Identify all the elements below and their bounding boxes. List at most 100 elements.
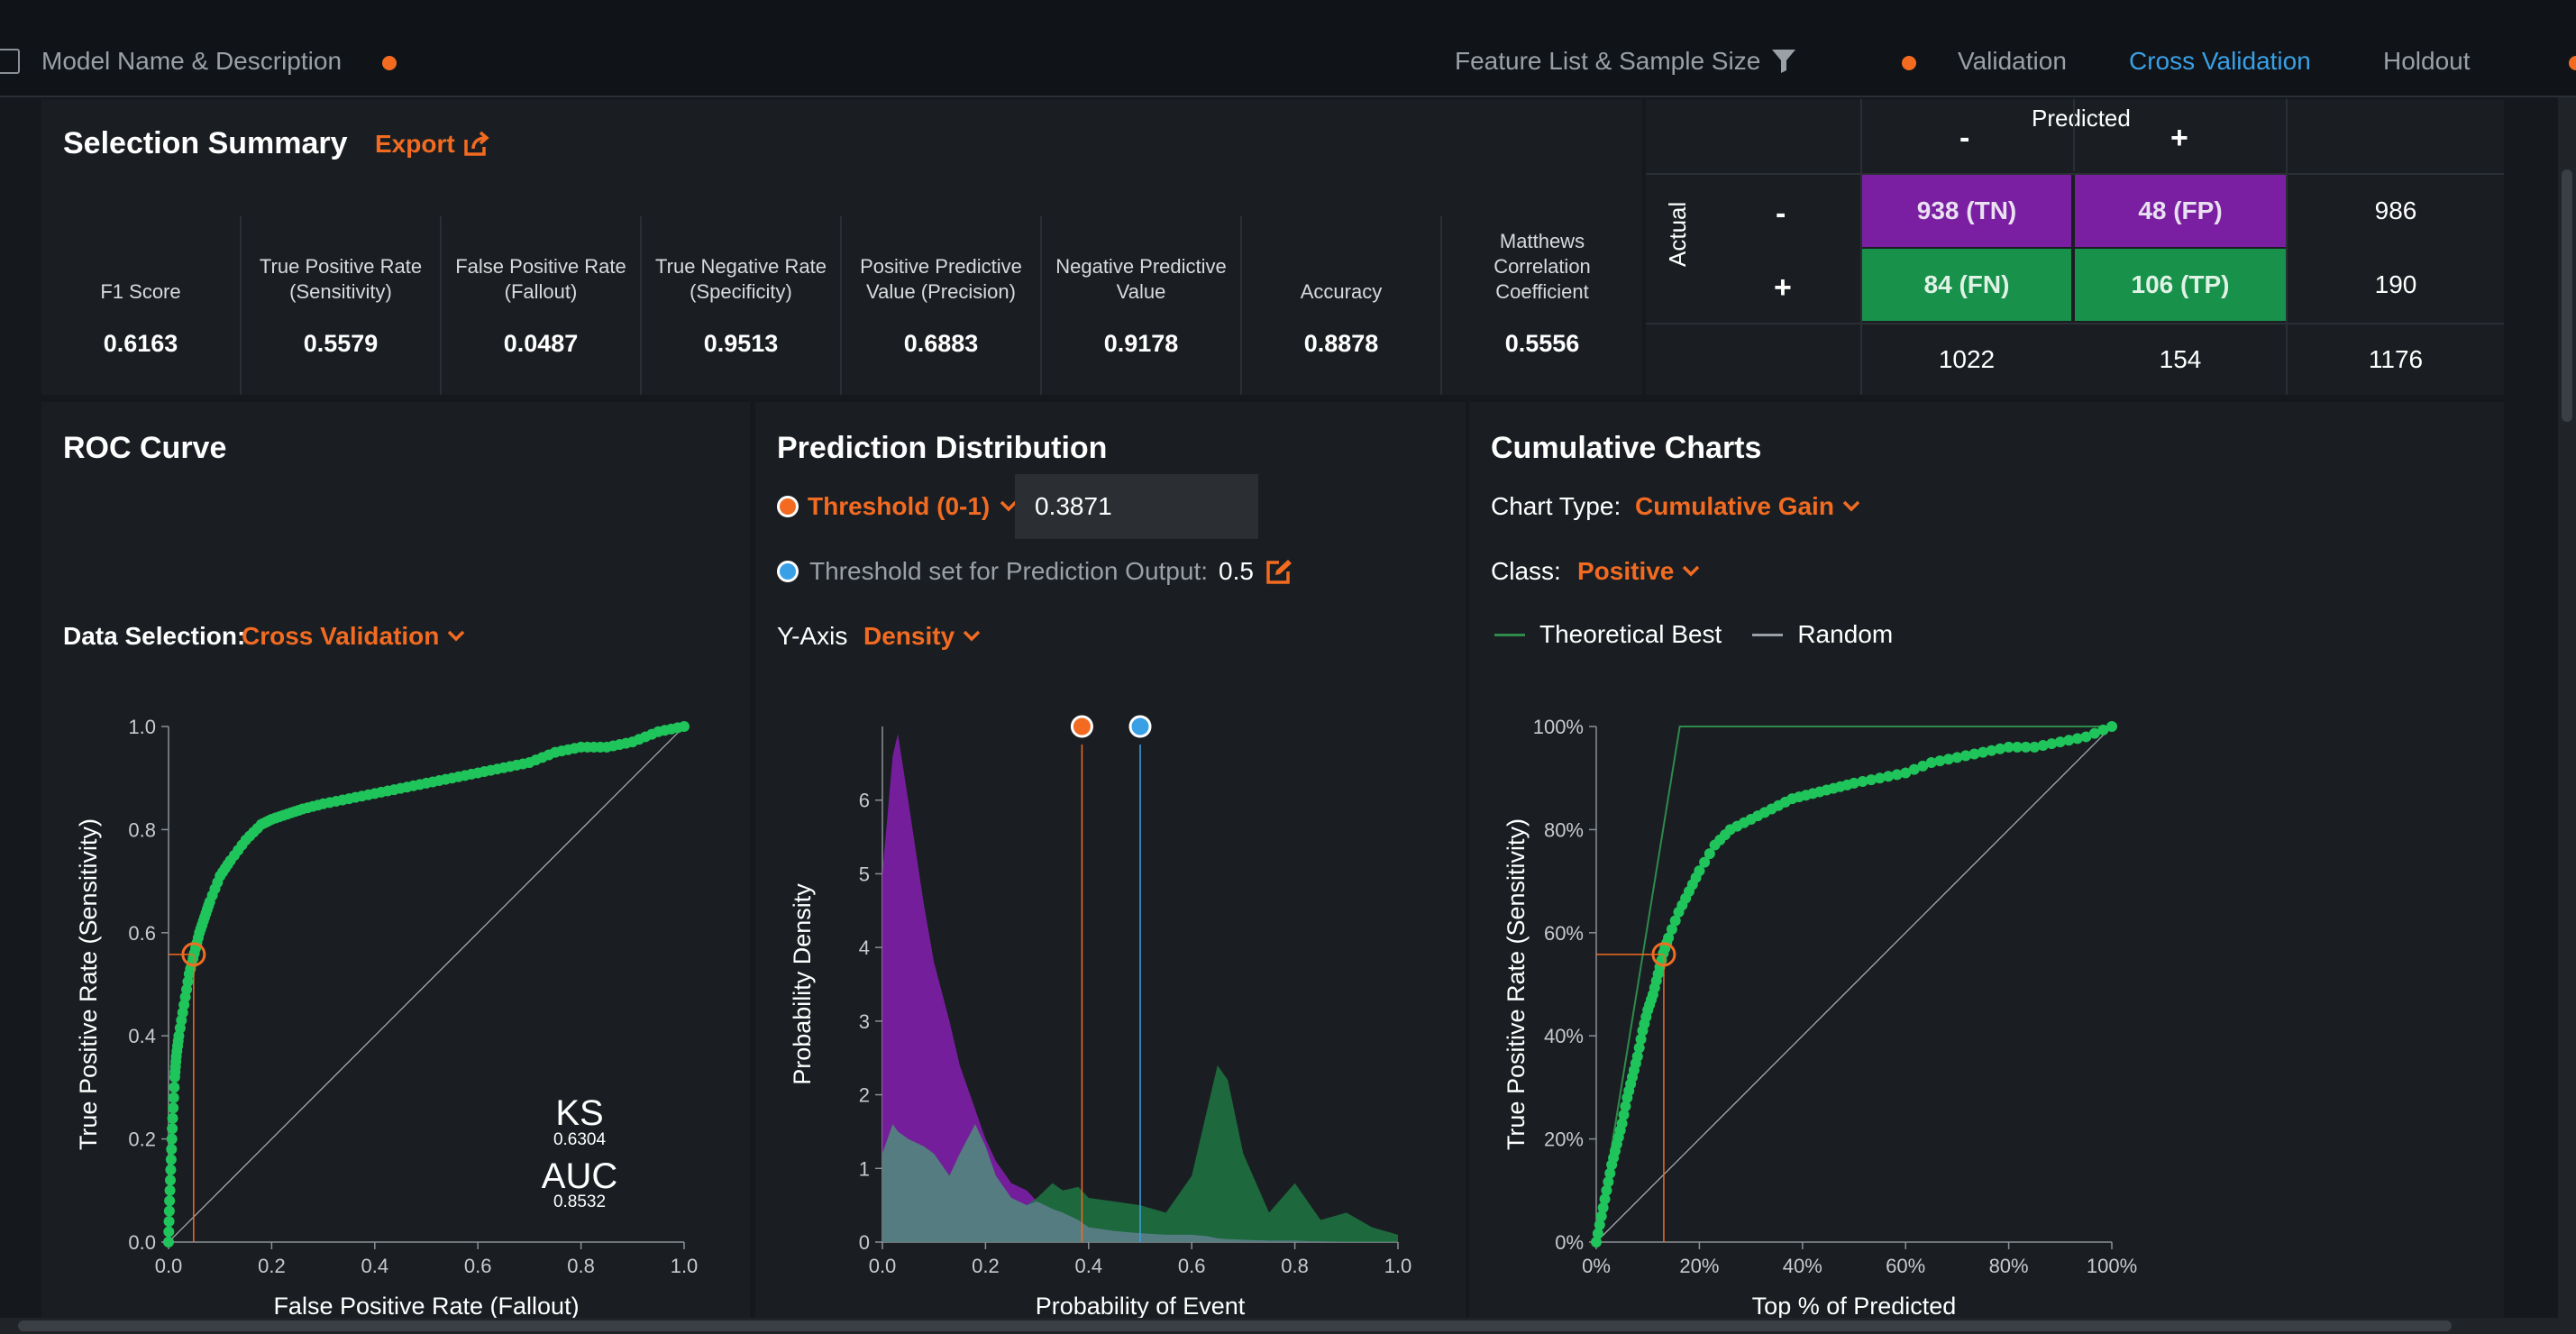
roc-point [163,1216,175,1228]
metric-column: Negative Predictive Value 0.9178 [1042,216,1242,395]
roc-point [168,1092,179,1103]
y-tick-label: 2 [859,1084,870,1107]
horizontal-scrollbar[interactable] [0,1318,2558,1334]
x-tick-label: 0.4 [361,1255,389,1277]
gain-point [1669,915,1681,927]
threshold-marker [1651,942,1676,967]
prediction-distribution-panel [755,402,1466,1334]
chart-type-dropdown[interactable]: Cumulative Gain [1635,492,1861,521]
vertical-scrollbar[interactable] [2558,97,2576,1334]
y-axis-title: True Positive Rate (Sensitivity) [75,818,102,1150]
model-name-header[interactable]: Model Name & Description [41,47,343,75]
y-tick-label: 100% [1533,716,1584,738]
status-dot [382,56,397,70]
gain-point [2020,741,2032,753]
x-tick-label: 0.0 [869,1255,897,1277]
x-tick-label: 0.8 [567,1255,595,1277]
chevron-down-icon [1683,565,1700,577]
tab-cross-validation[interactable]: Cross Validation [2129,47,2311,75]
select-all-checkbox[interactable] [0,49,20,74]
roc-point [168,1102,179,1114]
tab-holdout[interactable]: Holdout [2383,47,2471,75]
tab-validation[interactable]: Validation [1958,47,2067,75]
threshold-input[interactable]: 0.3871 [1015,474,1258,539]
roc-point [163,1237,174,1247]
export-icon [463,131,489,156]
chevron-down-icon [1000,500,1018,512]
horizontal-scrollbar-thumb[interactable] [18,1320,2452,1331]
threshold-marker-icon [777,496,799,517]
cumulative-legend: Theoretical Best Random [1494,620,1893,649]
cm-true-negative[interactable]: 938 (TN) [1862,175,2071,247]
metric-column: F1 Score 0.6163 [41,216,242,395]
cm-divider [1646,173,2504,175]
threshold-marker [1070,715,1093,738]
metric-value: 0.9178 [1103,330,1179,357]
metric-label: True Positive Rate (Sensitivity) [242,254,440,305]
y-tick-label: 0.6 [128,922,156,945]
chart-type-value: Cumulative Gain [1635,492,1834,520]
roc-chart[interactable]: 0.0 0.2 0.4 0.6 0.8 1.0 0.0 0.2 0.4 0.6 0.8 1.0 Fals… [41,694,750,1334]
gain-point [2003,741,2014,753]
gain-point [1951,752,1963,763]
cm-true-positive[interactable]: 106 (TP) [2075,249,2286,321]
roc-point [167,1112,178,1124]
cumulative-chart[interactable]: 0% 20% 40% 60% 80% 100% 0% 20% 40% 60% 80% 100% Top … [1469,694,2504,1334]
prediction-distribution-chart[interactable]: 0.0 0.2 0.4 0.6 0.8 1.0 0 1 2 3 4 5 6 Probability of … [755,694,1466,1334]
gain-point [1917,760,1929,772]
selection-summary-title: Selection Summary [63,126,348,160]
legend-random-swatch [1752,633,1784,636]
cm-false-negative[interactable]: 84 (FN) [1862,249,2071,321]
y-tick-label: 0.4 [128,1025,156,1047]
roc-point [165,1164,177,1175]
y-axis-label: Y-Axis [777,622,848,650]
feature-list-header[interactable]: Feature List & Sample Size [1455,47,1761,75]
random-line [1595,726,2113,1243]
gain-point [2106,721,2117,732]
export-button[interactable]: Export [375,130,491,159]
actual-label: Actual [1664,201,1691,267]
chevron-down-icon [448,630,465,642]
class-dropdown[interactable]: Positive [1577,557,1701,586]
ks-value: 0.6304 [553,1130,607,1149]
y-tick-label: 0.8 [128,818,156,841]
actual-neg-label: - [1776,196,1786,231]
cm-false-positive[interactable]: 48 (FP) [2075,175,2286,247]
roc-point [163,1205,175,1217]
gain-point [1601,1184,1612,1196]
metric-label-line: (Specificity) [690,280,792,303]
gain-point [1603,1176,1614,1188]
vertical-scrollbar-thumb[interactable] [2562,169,2572,422]
y-tick-label: 40% [1544,1025,1584,1047]
metric-label-line: (Fallout) [504,280,578,303]
threshold-marker [181,942,206,967]
gain-point [1866,774,1877,786]
x-tick-label: 0.2 [258,1255,286,1277]
y-axis-dropdown[interactable]: Density [863,622,982,651]
actual-pos-label: + [1774,270,1792,305]
metrics-row: F1 Score 0.6163 True Positive Rate (Sensiti… [41,216,1642,395]
random-line [168,726,685,1243]
gain-point [1704,848,1715,860]
top-bar: Model Name & Description Feature List & … [0,0,2576,97]
x-tick-label: 60% [1886,1255,1925,1277]
gain-point [1908,763,1920,775]
data-selection-dropdown[interactable]: Cross Validation [242,622,466,651]
metric-value: 0.5556 [1504,330,1580,357]
legend-best-swatch [1494,633,1525,636]
gain-point [1663,932,1675,944]
cm-col-neg-total: 1022 [1938,345,1996,373]
y-axis-value: Density [863,622,955,650]
gain-point [1592,1228,1603,1239]
threshold-dropdown[interactable]: Threshold (0-1) [777,492,1019,521]
validation-status-dot [1902,56,1916,70]
x-tick-label: 1.0 [671,1255,699,1277]
filter-icon[interactable] [1770,47,1797,74]
gain-point [2080,731,2092,743]
class-label: Class: [1491,557,1561,585]
x-tick-label: 0.2 [972,1255,1000,1277]
roc-point [165,1154,177,1165]
edit-icon[interactable] [1265,558,1293,585]
gain-point [1633,1042,1645,1054]
threshold-label: Threshold (0-1) [808,492,991,520]
